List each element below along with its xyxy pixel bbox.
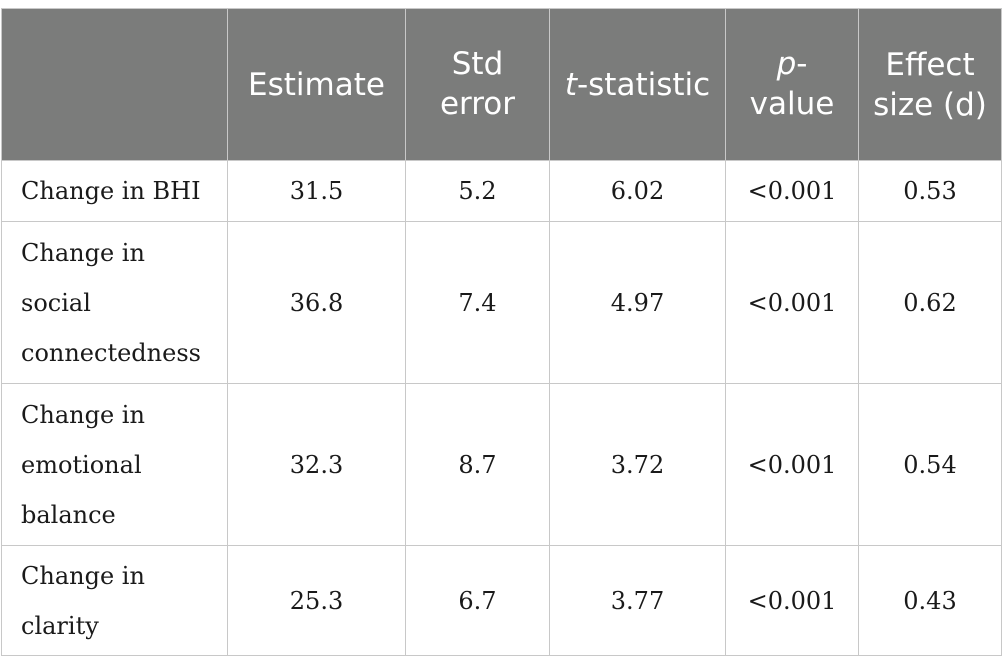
table-row: Change in social connectedness 36.8 7.4 …: [1, 221, 1002, 384]
header-cell-estimate: Estimate: [227, 8, 406, 161]
header-label-t-italic: t: [564, 66, 577, 103]
header-cell-t-statistic: t-statistic: [549, 8, 726, 161]
header-cell-label: [1, 8, 228, 161]
header-label-p-italic: p: [776, 45, 797, 82]
header-label-p-rest: -value: [749, 45, 835, 122]
table-row: Change in emotional balance 32.3 8.7 3.7…: [1, 383, 1002, 546]
table-row: Change in BHI 31.5 5.2 6.02 <0.001 0.53: [1, 160, 1002, 222]
estimate-cell: 32.3: [227, 383, 406, 546]
p-value-cell: <0.001: [725, 383, 859, 546]
header-cell-p-value: p-value: [725, 8, 859, 161]
p-value-cell: <0.001: [725, 221, 859, 384]
t-statistic-cell: 3.77: [549, 545, 726, 656]
effect-size-cell: 0.62: [858, 221, 1002, 384]
p-value-cell: <0.001: [725, 160, 859, 222]
estimate-cell: 36.8: [227, 221, 406, 384]
estimate-cell: 25.3: [227, 545, 406, 656]
results-table: Estimate Std error t-statistic p-value E…: [1, 8, 1002, 656]
header-label-effect-size: Effect size (d): [873, 46, 987, 123]
header-cell-std-error: Std error: [405, 8, 550, 161]
estimate-cell: 31.5: [227, 160, 406, 222]
effect-size-cell: 0.54: [858, 383, 1002, 546]
t-statistic-cell: 6.02: [549, 160, 726, 222]
row-label-cell: Change in BHI: [1, 160, 228, 222]
header-label-t-rest: -statistic: [576, 66, 711, 103]
row-label-cell: Change in emotional balance: [1, 383, 228, 546]
row-label-cell: Change in clarity: [1, 545, 228, 656]
header-label-std-error: Std error: [439, 45, 516, 122]
header-label-estimate: Estimate: [248, 66, 385, 103]
table-header: Estimate Std error t-statistic p-value E…: [1, 8, 1002, 161]
header-cell-effect-size: Effect size (d): [858, 8, 1002, 161]
header-row: Estimate Std error t-statistic p-value E…: [1, 8, 1002, 161]
effect-size-cell: 0.43: [858, 545, 1002, 656]
std-error-cell: 7.4: [405, 221, 550, 384]
p-value-cell: <0.001: [725, 545, 859, 656]
table-row: Change in clarity 25.3 6.7 3.77 <0.001 0…: [1, 545, 1002, 656]
t-statistic-cell: 3.72: [549, 383, 726, 546]
header-label-p-value: p-value: [726, 44, 858, 124]
t-statistic-cell: 4.97: [549, 221, 726, 384]
header-label-t-statistic: t-statistic: [555, 65, 720, 105]
std-error-cell: 6.7: [405, 545, 550, 656]
table-body: Change in BHI 31.5 5.2 6.02 <0.001 0.53 …: [1, 160, 1002, 656]
std-error-cell: 5.2: [405, 160, 550, 222]
row-label-cell: Change in social connectedness: [1, 221, 228, 384]
std-error-cell: 8.7: [405, 383, 550, 546]
effect-size-cell: 0.53: [858, 160, 1002, 222]
